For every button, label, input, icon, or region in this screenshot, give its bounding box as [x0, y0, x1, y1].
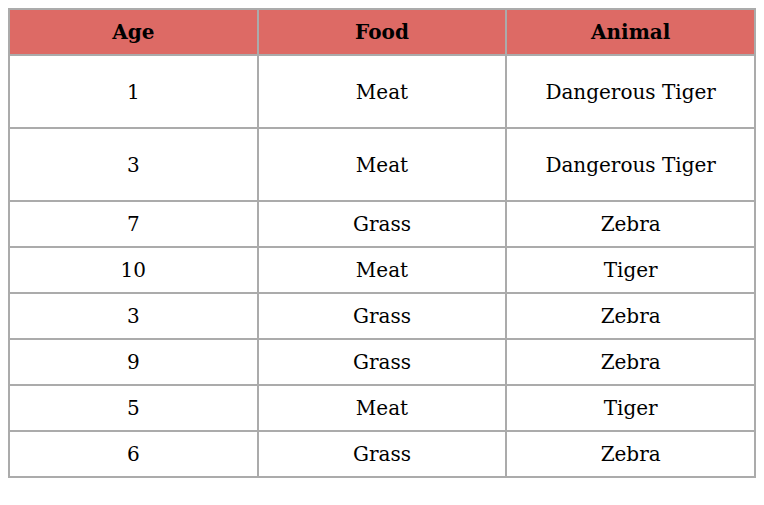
table-cell-animal: Zebra [506, 201, 755, 247]
table-cell-animal: Tiger [506, 385, 755, 431]
table-row: 9 Grass Zebra [9, 339, 755, 385]
table-row: 1 Meat Dangerous Tiger [9, 55, 755, 128]
table-row: 10 Meat Tiger [9, 247, 755, 293]
table-cell-food: Meat [258, 385, 507, 431]
column-header-food: Food [258, 9, 507, 55]
table-cell-animal: Zebra [506, 431, 755, 477]
table-body: 1 Meat Dangerous Tiger 3 Meat Dangerous … [9, 55, 755, 477]
table-cell-animal: Tiger [506, 247, 755, 293]
table-row: 3 Meat Dangerous Tiger [9, 128, 755, 201]
table-cell-food: Meat [258, 55, 507, 128]
table-cell-food: Meat [258, 247, 507, 293]
table-cell-food: Grass [258, 339, 507, 385]
table-cell-age: 5 [9, 385, 258, 431]
header-row: Age Food Animal [9, 9, 755, 55]
column-header-animal: Animal [506, 9, 755, 55]
table-cell-age: 9 [9, 339, 258, 385]
table-cell-age: 1 [9, 55, 258, 128]
table-cell-animal: Zebra [506, 339, 755, 385]
table-cell-food: Grass [258, 293, 507, 339]
table-row: 6 Grass Zebra [9, 431, 755, 477]
column-header-age: Age [9, 9, 258, 55]
animals-table: Age Food Animal 1 Meat Dangerous Tiger 3… [8, 8, 756, 478]
table-row: 7 Grass Zebra [9, 201, 755, 247]
table-cell-food: Grass [258, 201, 507, 247]
table-cell-animal: Dangerous Tiger [506, 55, 755, 128]
table-cell-age: 6 [9, 431, 258, 477]
table-cell-animal: Dangerous Tiger [506, 128, 755, 201]
table-cell-age: 3 [9, 293, 258, 339]
table-cell-animal: Zebra [506, 293, 755, 339]
table-header: Age Food Animal [9, 9, 755, 55]
table-row: 5 Meat Tiger [9, 385, 755, 431]
table-cell-food: Meat [258, 128, 507, 201]
table-cell-age: 3 [9, 128, 258, 201]
table-cell-age: 10 [9, 247, 258, 293]
table-row: 3 Grass Zebra [9, 293, 755, 339]
table-cell-food: Grass [258, 431, 507, 477]
table-cell-age: 7 [9, 201, 258, 247]
